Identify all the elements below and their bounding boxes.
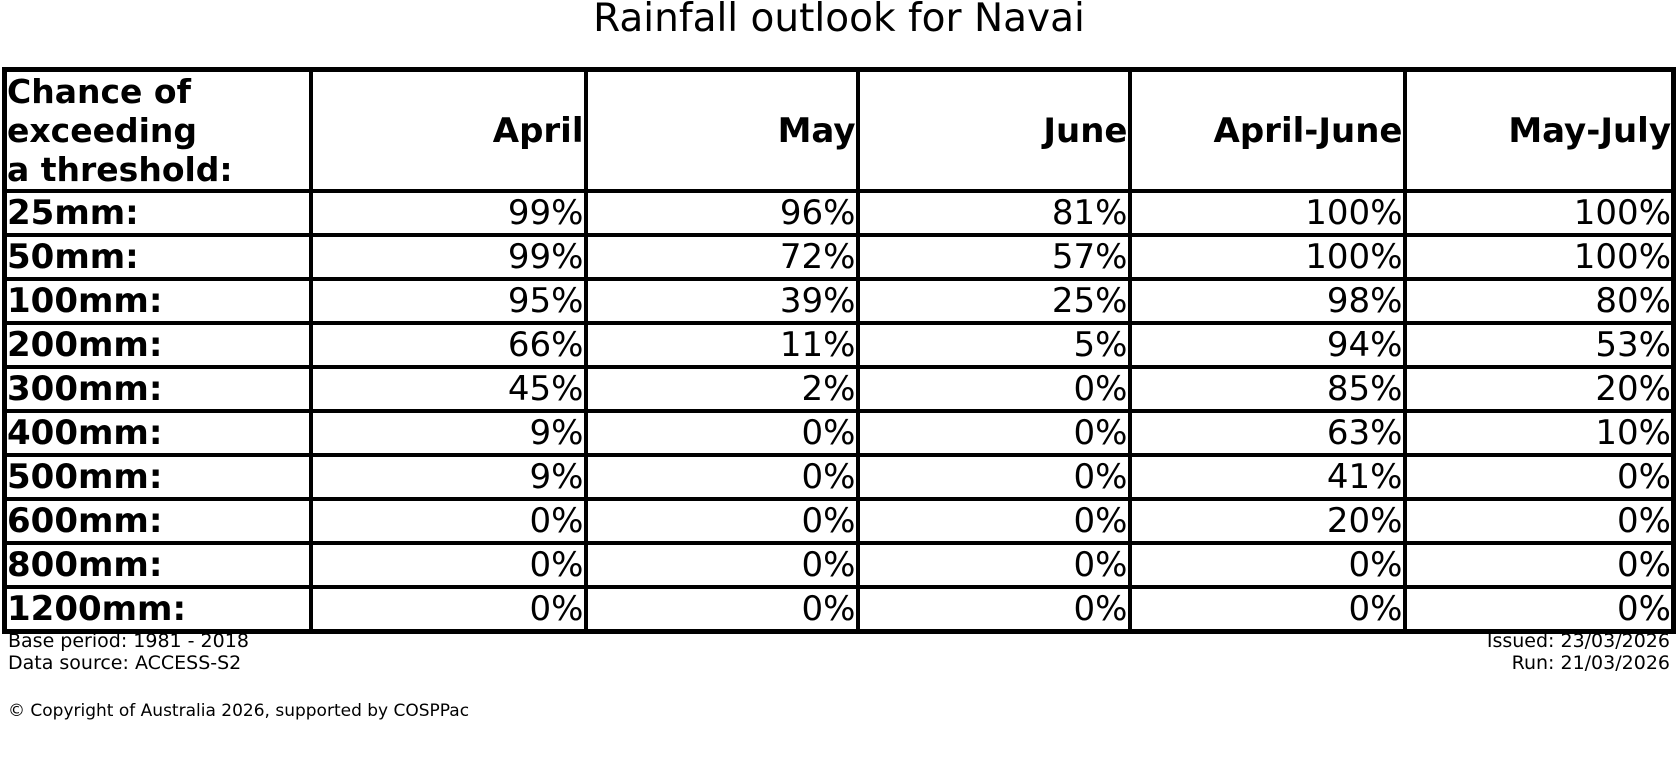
probability-cell: 72% (583, 233, 860, 281)
table-row: 500mm: 9% 0% 0% 41% 0% (2, 453, 1676, 501)
footer-right: Issued: 23/03/2026 Run: 21/03/2026 (1487, 630, 1670, 674)
column-header-may-july: May-July (1402, 67, 1676, 193)
table-row: 100mm: 95% 39% 25% 98% 80% (2, 277, 1676, 325)
probability-cell: 11% (583, 321, 860, 369)
probability-cell: 45% (308, 365, 588, 413)
table-row: 300mm: 45% 2% 0% 85% 20% (2, 365, 1676, 413)
issued-date-text: Issued: 23/03/2026 (1486, 630, 1670, 652)
probability-cell: 0% (855, 453, 1132, 501)
data-source-text: Data source: ACCESS-S2 (8, 652, 242, 674)
probability-cell: 41% (1127, 453, 1407, 501)
probability-cell: 81% (855, 189, 1132, 237)
table-row: 800mm: 0% 0% 0% 0% 0% (2, 541, 1676, 589)
column-header-april-june: April-June (1127, 67, 1407, 193)
probability-cell: 80% (1402, 277, 1676, 325)
probability-cell: 95% (308, 277, 588, 325)
row-header-line: Chance of (7, 72, 191, 111)
table-row: 400mm: 9% 0% 0% 63% 10% (2, 409, 1676, 457)
row-header-line: a threshold: (7, 150, 233, 189)
probability-cell: 98% (1127, 277, 1407, 325)
probability-cell: 9% (308, 409, 588, 457)
probability-cell: 94% (1127, 321, 1407, 369)
probability-cell: 0% (1127, 541, 1407, 589)
threshold-label: 25mm: (2, 189, 313, 237)
probability-cell: 20% (1127, 497, 1407, 545)
probability-cell: 0% (1402, 541, 1676, 589)
probability-cell: 0% (583, 585, 860, 634)
column-header-june: June (855, 67, 1132, 193)
probability-cell: 0% (308, 541, 588, 589)
probability-cell: 57% (855, 233, 1132, 281)
page-title: Rainfall outlook for Navai (593, 0, 1085, 41)
column-header-april: April (308, 67, 588, 193)
probability-cell: 85% (1127, 365, 1407, 413)
probability-cell: 0% (1402, 497, 1676, 545)
probability-cell: 0% (1402, 453, 1676, 501)
probability-cell: 53% (1402, 321, 1676, 369)
row-header-line: exceeding (7, 111, 198, 150)
table-row: 50mm: 99% 72% 57% 100% 100% (2, 233, 1676, 281)
probability-cell: 99% (308, 233, 588, 281)
probability-cell: 5% (855, 321, 1132, 369)
copyright-text: © Copyright of Australia 2026, supported… (8, 701, 470, 721)
table-row: 1200mm: 0% 0% 0% 0% 0% (2, 585, 1676, 634)
probability-cell: 100% (1402, 233, 1676, 281)
threshold-label: 500mm: (2, 453, 313, 501)
rainfall-probability-table: Chance of exceeding a threshold: April M… (2, 67, 1676, 634)
table-header-row: Chance of exceeding a threshold: April M… (2, 67, 1676, 193)
probability-cell: 0% (583, 497, 860, 545)
probability-cell: 0% (583, 453, 860, 501)
probability-cell: 0% (855, 497, 1132, 545)
table-body: 25mm: 99% 96% 81% 100% 100% 50mm: 99% 72% 57% 100%… (2, 189, 1676, 634)
probability-cell: 66% (308, 321, 588, 369)
run-date-text: Run: 21/03/2026 (1511, 652, 1670, 674)
probability-cell: 0% (855, 541, 1132, 589)
probability-cell: 100% (1127, 189, 1407, 237)
row-header-label: Chance of exceeding a threshold: (2, 67, 313, 193)
threshold-label: 1200mm: (2, 585, 313, 634)
probability-cell: 100% (1402, 189, 1676, 237)
probability-cell: 39% (583, 277, 860, 325)
table-row: 200mm: 66% 11% 5% 94% 53% (2, 321, 1676, 369)
probability-cell: 2% (583, 365, 860, 413)
threshold-label: 50mm: (2, 233, 313, 281)
probability-cell: 0% (308, 585, 588, 634)
probability-cell: 100% (1127, 233, 1407, 281)
probability-cell: 0% (1402, 585, 1676, 634)
probability-cell: 0% (855, 365, 1132, 413)
probability-cell: 63% (1127, 409, 1407, 457)
probability-cell: 0% (308, 497, 588, 545)
probability-cell: 9% (308, 453, 588, 501)
probability-cell: 20% (1402, 365, 1676, 413)
probability-cell: 96% (583, 189, 860, 237)
threshold-label: 400mm: (2, 409, 313, 457)
column-header-may: May (583, 67, 860, 193)
probability-cell: 0% (583, 541, 860, 589)
threshold-label: 200mm: (2, 321, 313, 369)
threshold-label: 300mm: (2, 365, 313, 413)
base-period-text: Base period: 1981 - 2018 (8, 630, 249, 652)
threshold-label: 600mm: (2, 497, 313, 545)
probability-cell: 0% (1127, 585, 1407, 634)
probability-cell: 25% (855, 277, 1132, 325)
threshold-label: 800mm: (2, 541, 313, 589)
footer-left: Base period: 1981 - 2018 Data source: AC… (8, 630, 249, 674)
probability-cell: 10% (1402, 409, 1676, 457)
probability-cell: 0% (855, 585, 1132, 634)
threshold-label: 100mm: (2, 277, 313, 325)
probability-cell: 99% (308, 189, 588, 237)
probability-cell: 0% (855, 409, 1132, 457)
probability-cell: 0% (583, 409, 860, 457)
table-row: 600mm: 0% 0% 0% 20% 0% (2, 497, 1676, 545)
table-row: 25mm: 99% 96% 81% 100% 100% (2, 189, 1676, 237)
